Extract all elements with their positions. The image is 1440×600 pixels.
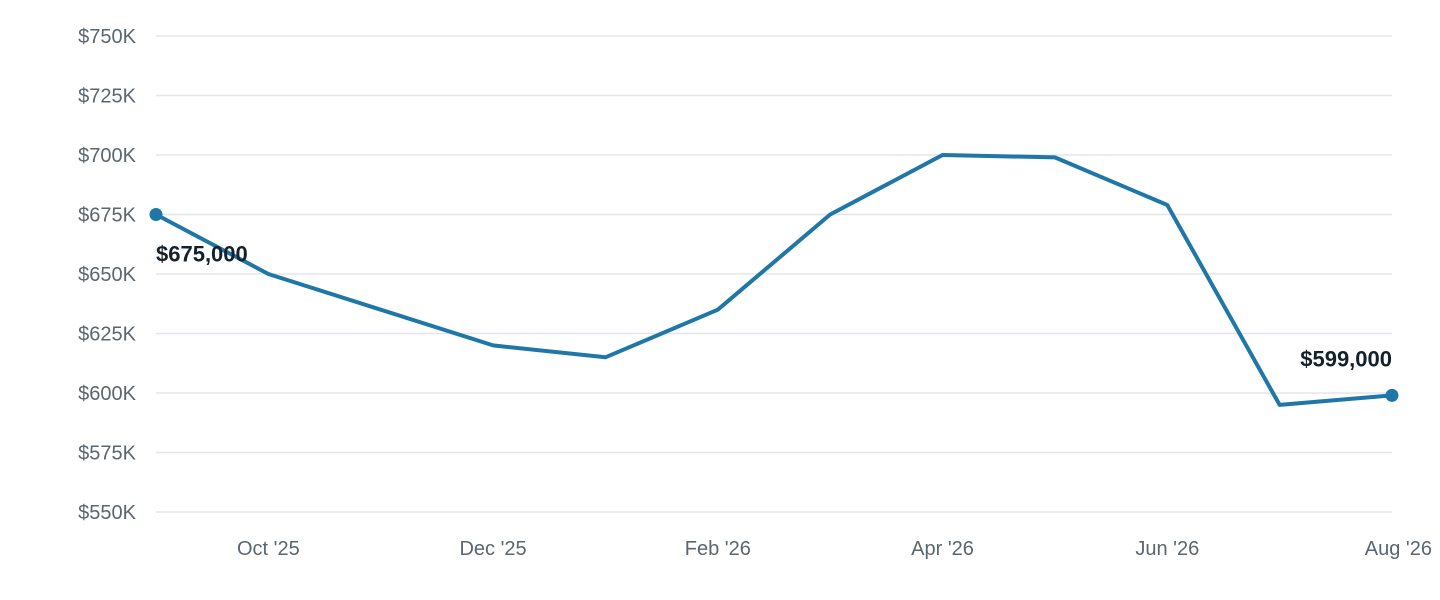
- x-tick-label: Oct '25: [237, 538, 300, 560]
- y-tick-label: $575K: [78, 443, 136, 465]
- x-axis: Oct '25 Dec '25 Feb '26 Apr '26 Jun '26 Aug '…: [237, 538, 1432, 560]
- y-tick-label: $750K: [78, 26, 136, 48]
- y-tick-label: $600K: [78, 383, 136, 405]
- y-gridlines: [156, 35, 1392, 513]
- y-tick-label: $650K: [78, 264, 136, 286]
- series-line: [154, 153, 1394, 407]
- y-tick-label: $550K: [78, 502, 136, 524]
- data-label: $675,000: [156, 242, 248, 267]
- data-label: $599,000: [1300, 346, 1392, 371]
- x-tick-label: Aug '26: [1365, 538, 1432, 560]
- x-tick-label: Apr '26: [911, 538, 974, 560]
- y-tick-label: $725K: [78, 86, 136, 108]
- data-point-marker: [1385, 388, 1399, 402]
- y-tick-label: $700K: [78, 145, 136, 167]
- y-tick-label: $675K: [78, 205, 136, 227]
- data-point-marker: [149, 208, 163, 221]
- y-tick-label: $625K: [78, 324, 136, 346]
- x-tick-label: Feb '26: [685, 538, 751, 560]
- x-tick-label: Jun '26: [1135, 538, 1199, 560]
- y-axis: $550K $575K $600K $625K $650K $675K $700K $725K…: [78, 26, 136, 524]
- x-tick-label: Dec '25: [459, 538, 526, 560]
